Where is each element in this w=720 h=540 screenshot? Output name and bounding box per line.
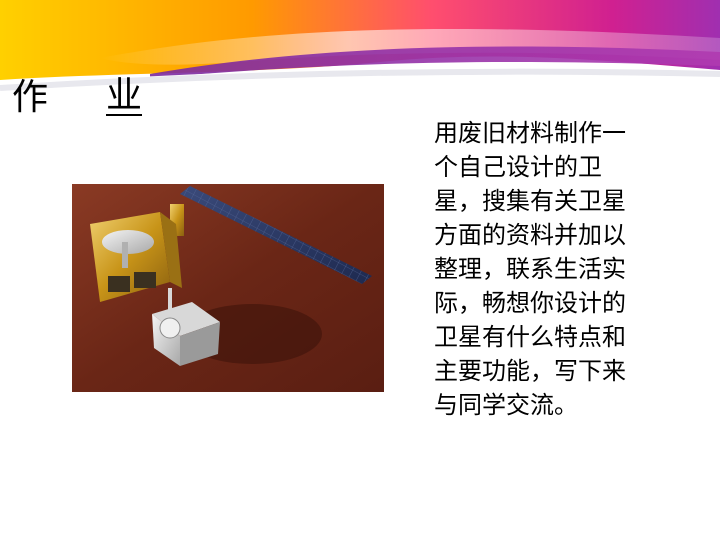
decorative-banner (0, 0, 720, 110)
text-line: 方面的资料并加以 (434, 221, 626, 249)
text-line: 际，畅想你设计的 (434, 289, 626, 317)
text-line: 卫星有什么特点和 (434, 323, 626, 351)
title-char-2: 业 (106, 75, 143, 116)
title-char-1: 作 (12, 77, 49, 118)
text-line: 个自己设计的卫 (434, 153, 602, 181)
slide-title: 作 业 (12, 75, 143, 118)
text-line: 主要功能，写下来 (434, 357, 626, 385)
assignment-text: 用废旧材料制作一 个自己设计的卫 星，搜集有关卫星 方面的资料并加以 整理，联系… (434, 116, 670, 422)
text-line: 星，搜集有关卫星 (434, 187, 626, 215)
text-line: 与同学交流。 (434, 391, 578, 419)
text-line: 整理，联系生活实 (434, 255, 626, 283)
text-line: 用废旧材料制作一 (434, 119, 626, 147)
satellite-model-photo (72, 184, 384, 392)
